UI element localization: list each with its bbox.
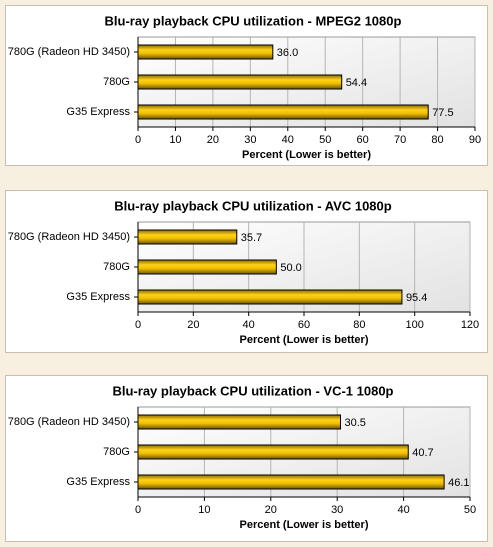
x-tick-label: 70 xyxy=(394,134,406,146)
y-tick-label: G35 Express xyxy=(66,476,130,488)
chart-title: Blu-ray playback CPU utilization - MPEG2… xyxy=(105,13,402,28)
value-label: 46.1 xyxy=(448,477,469,489)
x-tick-label: 120 xyxy=(461,319,479,331)
x-tick-label: 10 xyxy=(198,504,210,516)
bar xyxy=(137,229,238,245)
x-tick-label: 30 xyxy=(244,134,256,146)
x-tick-label: 90 xyxy=(469,134,481,146)
x-tick-label: 40 xyxy=(243,319,255,331)
x-axis-label: Percent (Lower is better) xyxy=(240,334,369,346)
value-label: 77.5 xyxy=(432,107,453,119)
x-axis-label: Percent (Lower is better) xyxy=(240,519,369,531)
x-tick-label: 30 xyxy=(331,504,343,516)
x-tick-label: 80 xyxy=(353,319,365,331)
y-tick-label: 780G xyxy=(103,261,130,273)
chart-title: Blu-ray playback CPU utilization - AVC 1… xyxy=(114,198,391,213)
bar xyxy=(137,474,445,490)
x-axis-label: Percent (Lower is better) xyxy=(242,149,371,161)
bar xyxy=(137,444,409,460)
y-tick-label: 780G xyxy=(103,446,130,458)
x-tick-label: 0 xyxy=(135,504,141,516)
value-label: 30.5 xyxy=(345,417,366,429)
x-tick-label: 80 xyxy=(431,134,443,146)
x-tick-label: 0 xyxy=(135,319,141,331)
x-tick-label: 50 xyxy=(464,504,476,516)
bar xyxy=(137,414,342,430)
x-tick-label: 60 xyxy=(357,134,369,146)
x-tick-label: 40 xyxy=(397,504,409,516)
chart-title: Blu-ray playback CPU utilization - VC-1 … xyxy=(112,383,393,398)
y-tick-label: G35 Express xyxy=(66,106,130,118)
bar xyxy=(137,104,429,120)
bar xyxy=(137,289,403,305)
y-tick-label: 780G (Radeon HD 3450) xyxy=(8,46,130,58)
y-tick-label: G35 Express xyxy=(66,291,130,303)
y-tick-label: 780G xyxy=(103,76,130,88)
x-tick-label: 20 xyxy=(265,504,277,516)
x-tick-label: 10 xyxy=(169,134,181,146)
y-tick-label: 780G (Radeon HD 3450) xyxy=(8,231,130,243)
bar xyxy=(137,259,277,275)
value-label: 35.7 xyxy=(241,232,262,244)
x-tick-label: 20 xyxy=(207,134,219,146)
bar xyxy=(137,44,274,60)
x-tick-label: 40 xyxy=(282,134,294,146)
x-tick-label: 0 xyxy=(135,134,141,146)
y-tick-label: 780G (Radeon HD 3450) xyxy=(8,416,130,428)
value-label: 36.0 xyxy=(277,47,298,59)
x-tick-label: 100 xyxy=(405,319,423,331)
value-label: 50.0 xyxy=(280,262,301,274)
bar xyxy=(137,74,343,90)
value-label: 40.7 xyxy=(412,447,433,459)
x-tick-label: 50 xyxy=(319,134,331,146)
value-label: 95.4 xyxy=(406,292,427,304)
x-tick-label: 60 xyxy=(298,319,310,331)
value-label: 54.4 xyxy=(346,77,367,89)
x-tick-label: 20 xyxy=(187,319,199,331)
